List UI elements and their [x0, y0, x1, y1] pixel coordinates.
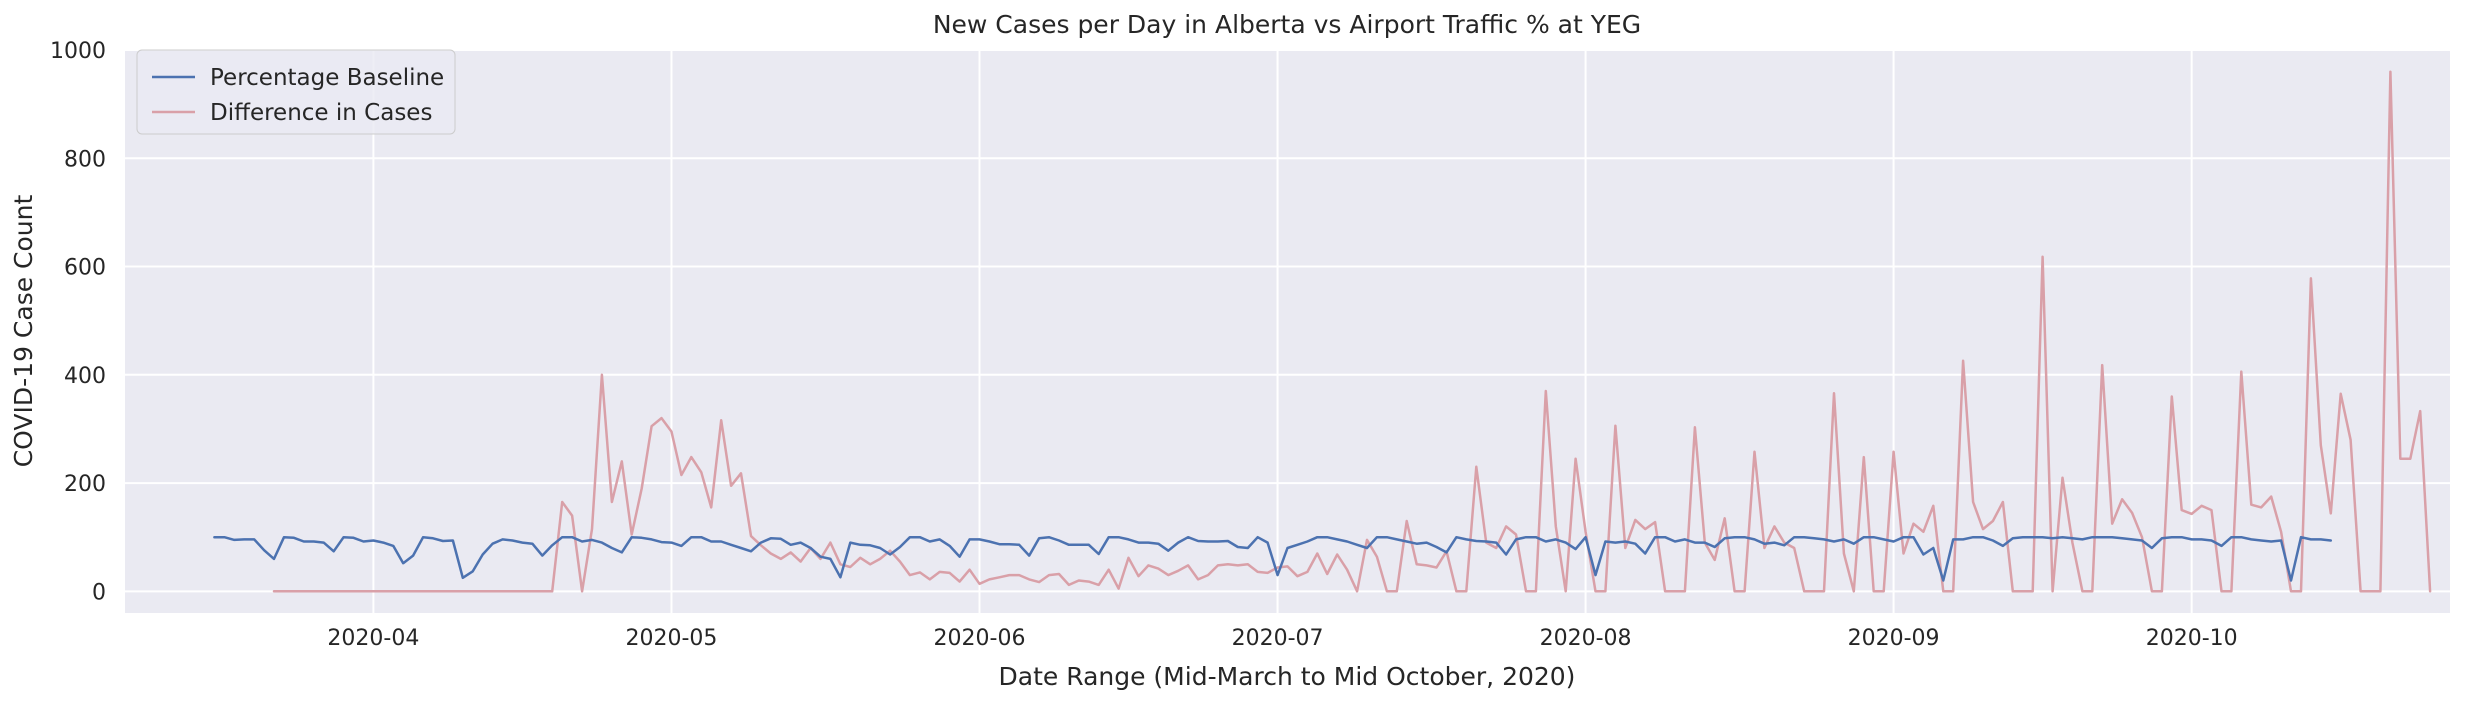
- y-tick-label: 0: [92, 580, 106, 605]
- series-line-percentage-baseline: [213, 535, 2333, 582]
- x-tick-label: 2020-06: [934, 626, 1026, 651]
- x-tick-label: 2020-08: [1540, 626, 1632, 651]
- y-tick-label: 600: [64, 256, 106, 281]
- x-axis-ticks: 2020-04 2020-05 2020-06 2020-07 2020-08 2020-…: [327, 626, 2237, 651]
- series-line-difference-in-cases: [272, 70, 2432, 593]
- y-tick-label: 800: [64, 147, 106, 172]
- legend-label-difference-in-cases: Difference in Cases: [210, 100, 432, 126]
- x-tick-label: 2020-10: [2146, 626, 2238, 651]
- chart-title: New Cases per Day in Alberta vs Airport …: [933, 10, 1641, 39]
- x-axis-label: Date Range (Mid-March to Mid October, 20…: [999, 662, 1576, 691]
- legend-label-percentage-baseline: Percentage Baseline: [210, 65, 444, 91]
- x-tick-label: 2020-07: [1232, 626, 1324, 651]
- x-tick-label: 2020-04: [327, 626, 419, 651]
- legend-box: [136, 49, 456, 135]
- x-tick-label: 2020-09: [1848, 626, 1940, 651]
- y-tick-label: 400: [64, 364, 106, 389]
- y-tick-label: 1000: [50, 39, 106, 64]
- x-tick-label: 2020-05: [626, 626, 718, 651]
- y-axis-label: COVID-19 Case Count: [9, 195, 38, 468]
- plot-area: [125, 50, 2450, 613]
- legend: Percentage Baseline Difference in Cases: [136, 49, 456, 135]
- series-layer: [213, 70, 2432, 593]
- y-tick-label: 200: [64, 472, 106, 497]
- y-axis-ticks: 0 200 400 600 800 1000: [50, 39, 106, 605]
